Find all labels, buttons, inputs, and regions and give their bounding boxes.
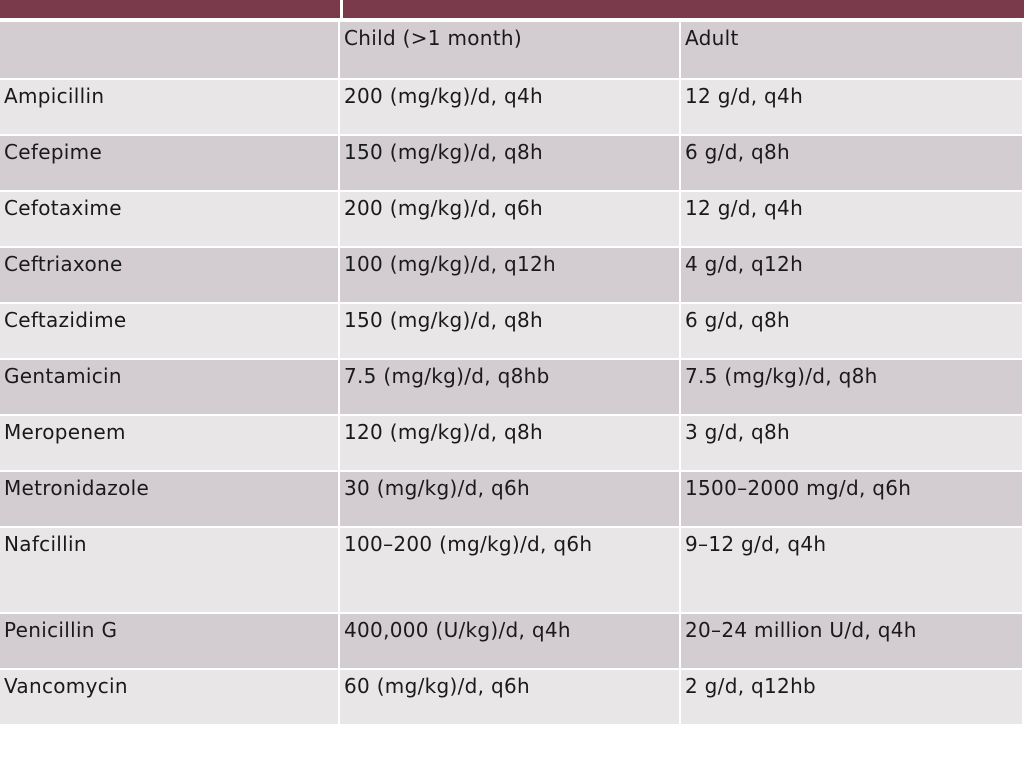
table-header-row: Child (>1 month) Adult — [0, 22, 1022, 78]
child-dose: 200 (mg/kg)/d, q4h — [340, 80, 679, 134]
drug-name: Vancomycin — [0, 670, 338, 724]
drug-name: Metronidazole — [0, 472, 338, 526]
drug-name: Nafcillin — [0, 528, 338, 612]
drug-name: Ceftazidime — [0, 304, 338, 358]
adult-dose: 9–12 g/d, q4h — [681, 528, 1022, 612]
table-row: Cefepime 150 (mg/kg)/d, q8h 6 g/d, q8h — [0, 136, 1022, 190]
adult-dose: 1500–2000 mg/d, q6h — [681, 472, 1022, 526]
child-dose: 100 (mg/kg)/d, q12h — [340, 248, 679, 302]
drug-name: Ceftriaxone — [0, 248, 338, 302]
table-row: Ceftriaxone 100 (mg/kg)/d, q12h 4 g/d, q… — [0, 248, 1022, 302]
child-dose: 7.5 (mg/kg)/d, q8hb — [340, 360, 679, 414]
adult-dose: 2 g/d, q12hb — [681, 670, 1022, 724]
drug-name: Cefepime — [0, 136, 338, 190]
child-dose: 200 (mg/kg)/d, q6h — [340, 192, 679, 246]
drug-name: Penicillin G — [0, 614, 338, 668]
child-dose: 60 (mg/kg)/d, q6h — [340, 670, 679, 724]
table-row: Cefotaxime 200 (mg/kg)/d, q6h 12 g/d, q4… — [0, 192, 1022, 246]
table-row: Nafcillin 100–200 (mg/kg)/d, q6h 9–12 g/… — [0, 528, 1022, 612]
header-banner-right — [343, 0, 1024, 18]
drug-name: Meropenem — [0, 416, 338, 470]
header-banner-left — [0, 0, 340, 18]
child-dose: 100–200 (mg/kg)/d, q6h — [340, 528, 679, 612]
header-cell-child: Child (>1 month) — [340, 22, 679, 78]
adult-dose: 6 g/d, q8h — [681, 136, 1022, 190]
table-row: Vancomycin 60 (mg/kg)/d, q6h 2 g/d, q12h… — [0, 670, 1022, 724]
child-dose: 150 (mg/kg)/d, q8h — [340, 136, 679, 190]
adult-dose: 12 g/d, q4h — [681, 192, 1022, 246]
table-row: Penicillin G 400,000 (U/kg)/d, q4h 20–24… — [0, 614, 1022, 668]
adult-dose: 3 g/d, q8h — [681, 416, 1022, 470]
header-cell-drug — [0, 22, 338, 78]
table-row: Ceftazidime 150 (mg/kg)/d, q8h 6 g/d, q8… — [0, 304, 1022, 358]
adult-dose: 6 g/d, q8h — [681, 304, 1022, 358]
adult-dose: 20–24 million U/d, q4h — [681, 614, 1022, 668]
table-row: Meropenem 120 (mg/kg)/d, q8h 3 g/d, q8h — [0, 416, 1022, 470]
table-row: Gentamicin 7.5 (mg/kg)/d, q8hb 7.5 (mg/k… — [0, 360, 1022, 414]
drug-name: Ampicillin — [0, 80, 338, 134]
adult-dose: 12 g/d, q4h — [681, 80, 1022, 134]
adult-dose: 4 g/d, q12h — [681, 248, 1022, 302]
drug-name: Cefotaxime — [0, 192, 338, 246]
child-dose: 30 (mg/kg)/d, q6h — [340, 472, 679, 526]
header-cell-adult: Adult — [681, 22, 1022, 78]
table-row: Metronidazole 30 (mg/kg)/d, q6h 1500–200… — [0, 472, 1022, 526]
table-row: Ampicillin 200 (mg/kg)/d, q4h 12 g/d, q4… — [0, 80, 1022, 134]
child-dose: 400,000 (U/kg)/d, q4h — [340, 614, 679, 668]
drug-name: Gentamicin — [0, 360, 338, 414]
child-dose: 120 (mg/kg)/d, q8h — [340, 416, 679, 470]
adult-dose: 7.5 (mg/kg)/d, q8h — [681, 360, 1022, 414]
dosage-table: Child (>1 month) Adult Ampicillin 200 (m… — [0, 20, 1024, 726]
child-dose: 150 (mg/kg)/d, q8h — [340, 304, 679, 358]
